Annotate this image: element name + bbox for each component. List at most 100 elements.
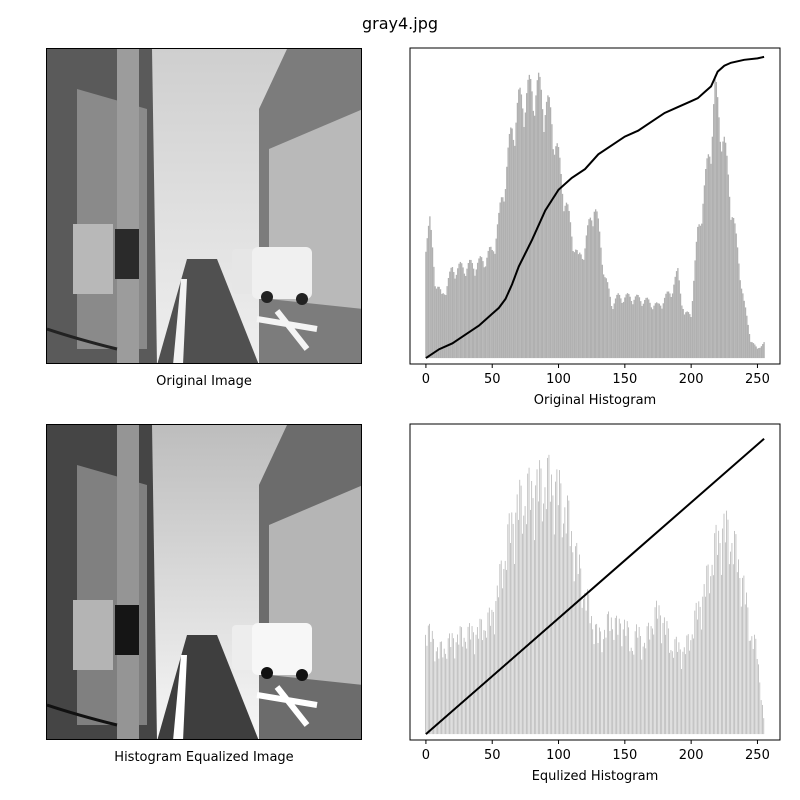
histogram-bar [534,540,535,735]
histogram-bar [653,305,655,359]
histogram-bar [667,291,670,359]
histogram-bar [751,636,753,735]
histogram-bar [598,627,600,735]
histogram-bar [661,308,663,359]
histogram-bar [559,470,560,735]
histogram-bar [425,251,427,359]
histogram-bar [443,648,445,735]
histogram-bar [510,542,511,735]
histogram-bar [551,124,553,359]
histogram-bar [705,169,707,359]
histogram-bar [666,621,668,735]
histogram-bar [658,605,660,735]
histogram-bar [621,646,623,735]
histogram-bar [522,108,524,359]
histogram-bar [441,641,442,735]
histogram-bar [426,645,428,735]
histogram-bar [486,257,488,359]
histogram-bar [624,619,625,735]
histogram-bar [499,202,501,359]
histogram-bar [606,282,609,359]
histogram-bar [738,559,739,735]
histogram-bar [719,543,721,735]
histogram-bar [755,346,757,359]
histogram-bar [541,521,543,735]
histogram-bar [430,229,432,359]
histogram-bar [545,101,548,359]
histogram-bar [608,611,609,735]
histogram-bar [579,252,581,359]
histogram-bar [451,633,453,735]
histogram-bar [714,533,716,735]
histogram-bar [431,630,433,735]
histogram-bar [592,226,594,359]
histogram-bar [657,303,659,359]
histogram-bar [539,460,541,735]
histogram-bar [591,220,593,359]
cdf-line [425,438,765,735]
histogram-bar [475,269,477,359]
histogram-bar [476,627,478,735]
histogram-bar [572,251,574,359]
histogram-bar [598,231,601,359]
histogram-bar [710,163,712,359]
histogram-bar [461,263,463,359]
histogram-bar [508,133,511,359]
histogram-bar [632,304,634,359]
histogram-bar [740,606,742,735]
histogram-bar [640,301,642,359]
x-tick-label: 150 [612,372,637,387]
histogram-bars [425,454,765,735]
histogram-bar [535,95,537,359]
histogram-bar [629,651,631,735]
histogram-bar [758,348,760,359]
histogram-bar [663,297,666,359]
histogram-bar [457,268,459,359]
histogram-bar [689,650,690,735]
histogram-bar [467,262,470,359]
histogram-bar [670,650,672,735]
histogram-bar [581,258,584,359]
histogram-bar [685,654,686,735]
histogram-bar [736,572,738,735]
histogram-bar [463,637,465,735]
histogram-bar [461,627,462,735]
histogram-bar [702,596,704,735]
histogram-bar [742,577,743,735]
histogram-bar [687,312,690,359]
histogram-bar [616,615,617,735]
histogram-bar [443,294,446,359]
histogram-bar [469,259,471,359]
histogram-bar [661,643,663,735]
histogram-bar [591,616,592,735]
histogram-bar [495,601,497,735]
histogram-bar [446,658,448,735]
histogram-bar [490,246,492,359]
histogram-bar [430,641,432,735]
histogram-bar [665,634,667,735]
histogram-bar [519,479,521,735]
histogram-bar [722,141,724,359]
histogram-bar [465,275,467,359]
histogram-bar [576,542,578,735]
histogram-bar [498,212,500,359]
histogram-bar [492,611,494,735]
histogram-bar [573,581,575,735]
histogram-bar [648,622,649,735]
histogram-bar [459,261,462,359]
histogram-bar [763,718,765,735]
histogram-bar [502,588,503,735]
histogram-bar [556,469,558,735]
histogram-bar [750,341,752,359]
histogram-bar [465,641,466,735]
x-axis-ticks: 0 50 100 150 200 250 [422,740,770,763]
histogram-bar [752,343,755,359]
histogram-bar [425,634,426,735]
histogram-bar [438,286,440,359]
histogram-bar [545,509,547,735]
histogram-bar [458,644,460,735]
histogram-bar [480,619,482,735]
histogram-bar [624,297,626,359]
histogram-bar [702,203,704,359]
equalized-image [46,424,362,740]
